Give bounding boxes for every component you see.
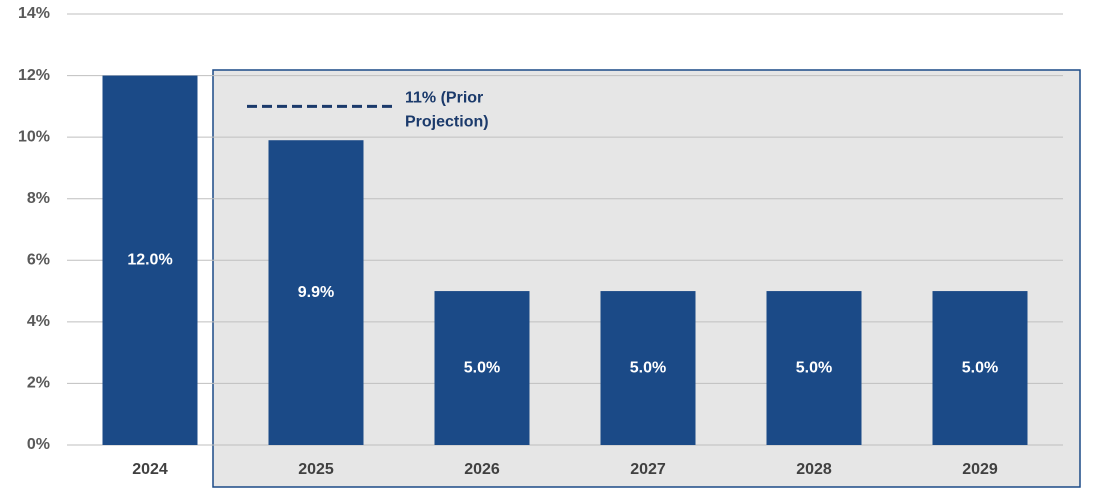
x-tick-label: 2029 [962, 461, 998, 478]
y-tick-label: 0% [27, 436, 50, 453]
x-tick-label: 2025 [298, 461, 334, 478]
value-label: 5.0% [962, 359, 998, 376]
bar [766, 291, 862, 445]
bar [268, 140, 364, 445]
x-tick-label: 2024 [132, 461, 168, 478]
bar [932, 291, 1028, 445]
value-label: 5.0% [630, 359, 666, 376]
bar [600, 291, 696, 445]
x-tick-label: 2026 [464, 461, 500, 478]
value-label: 12.0% [127, 252, 172, 269]
reference-label: Projection) [405, 114, 489, 131]
value-label: 5.0% [796, 359, 832, 376]
reference-label: 11% (Prior [405, 90, 483, 107]
y-tick-label: 10% [18, 128, 50, 145]
bar [434, 291, 530, 445]
x-tick-label: 2027 [630, 461, 666, 478]
y-tick-label: 12% [18, 67, 50, 84]
y-tick-label: 6% [27, 252, 50, 269]
value-label: 9.9% [298, 284, 334, 301]
bar [102, 75, 198, 446]
y-tick-label: 2% [27, 375, 50, 392]
y-tick-label: 8% [27, 190, 50, 207]
value-label: 5.0% [464, 359, 500, 376]
y-tick-label: 14% [18, 5, 50, 22]
x-tick-label: 2028 [796, 461, 832, 478]
y-tick-label: 4% [27, 313, 50, 330]
